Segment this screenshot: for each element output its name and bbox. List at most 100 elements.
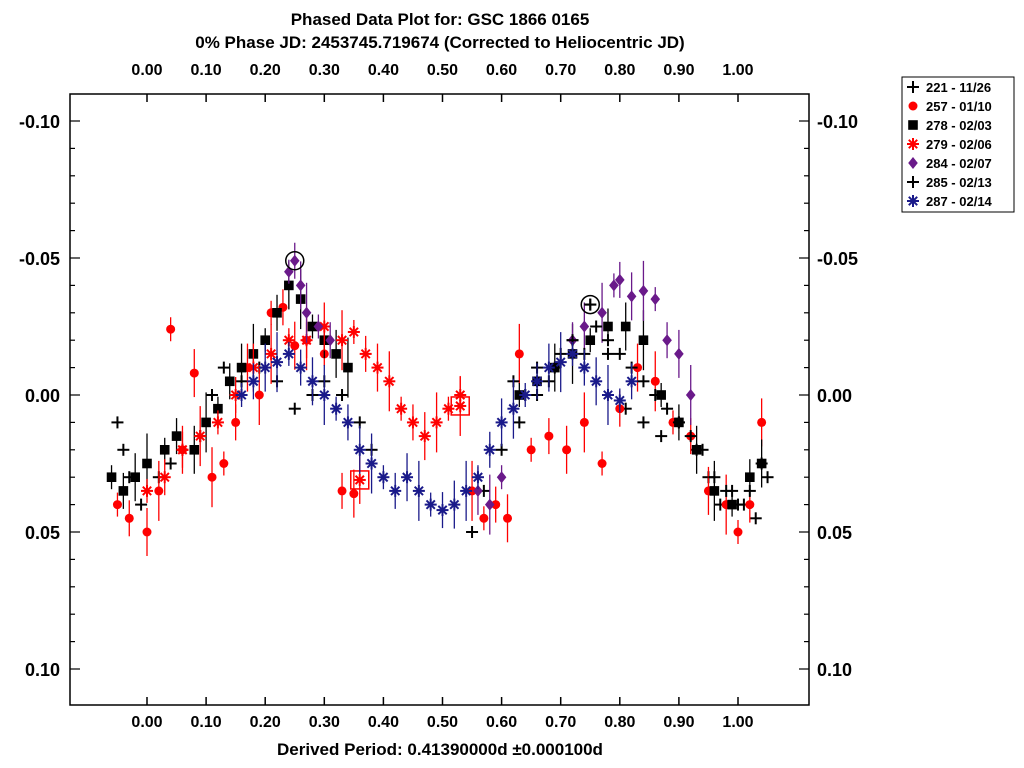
data-point (484, 498, 495, 511)
data-point (272, 308, 282, 318)
data-points (106, 242, 774, 556)
y-tick-label-left: 0.05 (25, 523, 60, 543)
x-tick-label-top: 0.40 (368, 62, 399, 79)
data-point (503, 513, 513, 523)
data-point (709, 486, 720, 496)
series-0 (111, 298, 774, 538)
data-point (337, 486, 347, 496)
data-point (597, 306, 607, 319)
data-point (455, 401, 466, 411)
data-point (142, 485, 152, 496)
y-tick-label-left: 0.00 (25, 386, 60, 406)
data-point (248, 376, 259, 387)
x-tick-label-top: 0.20 (250, 62, 281, 79)
data-point (402, 472, 412, 483)
data-point (213, 403, 223, 414)
data-point (544, 431, 554, 441)
data-point (626, 376, 637, 387)
highlight-circle (285, 250, 305, 271)
data-point (254, 390, 264, 400)
data-point (384, 376, 395, 387)
data-point (337, 335, 347, 346)
data-point (124, 513, 134, 523)
legend-marker (908, 196, 918, 206)
x-axis-label: Derived Period: 0.41390000d ±0.000100d (277, 740, 603, 759)
legend-label: 279 - 02/06 (926, 137, 992, 152)
data-point (650, 376, 660, 386)
series-2 (106, 261, 767, 521)
x-tick-label-top: 0.70 (545, 62, 576, 79)
data-point (425, 499, 436, 510)
data-point (284, 280, 294, 291)
data-point (609, 279, 619, 292)
data-point (142, 458, 152, 469)
x-tick-label-bottom: 0.20 (250, 714, 281, 731)
data-point (260, 362, 271, 373)
legend-label: 285 - 02/13 (926, 175, 992, 190)
legend-label: 284 - 02/07 (926, 156, 992, 171)
data-point (413, 485, 424, 496)
data-point (579, 320, 590, 333)
data-point (614, 395, 625, 406)
y-tick-label-left: -0.05 (19, 249, 60, 269)
data-point (343, 362, 353, 373)
data-point (638, 284, 649, 297)
series-5 (507, 294, 768, 511)
data-point (166, 324, 176, 334)
y-tick-label-right: -0.05 (817, 249, 858, 269)
data-point (620, 321, 631, 332)
data-point (295, 279, 306, 292)
data-point (295, 362, 306, 373)
data-point (284, 265, 294, 278)
x-tick-label-top: 1.00 (722, 62, 753, 79)
data-point (685, 389, 696, 401)
legend-box (901, 76, 1015, 213)
data-point (745, 472, 755, 482)
y-tick-label-right: -0.10 (817, 112, 858, 132)
plot-frame (69, 93, 810, 706)
data-point (354, 444, 365, 455)
data-point (118, 486, 129, 496)
data-point (201, 417, 211, 428)
data-point (325, 334, 336, 347)
data-point (236, 362, 247, 373)
data-point (319, 321, 330, 332)
data-point (343, 417, 353, 428)
data-point (171, 431, 182, 441)
legend-marker (908, 120, 918, 130)
data-point (603, 321, 613, 332)
y-tick-label-left: 0.10 (25, 660, 60, 680)
data-point (272, 357, 282, 368)
legend-marker (908, 139, 918, 149)
data-point (266, 348, 277, 359)
x-tick-label-top: 0.30 (309, 62, 340, 79)
x-tick-label-bottom: 0.40 (368, 714, 399, 731)
series-6 (235, 332, 638, 529)
x-tick-label-top: 0.50 (427, 62, 458, 79)
chart-subtitle: 0% Phase JD: 2453745.719674 (Corrected t… (195, 33, 684, 52)
data-point (159, 445, 170, 455)
highlight-box (450, 396, 470, 416)
data-point (112, 500, 122, 510)
legend-label: 287 - 02/14 (926, 194, 993, 209)
data-point (372, 362, 383, 373)
data-point (154, 486, 164, 496)
data-point (543, 362, 554, 373)
data-point (585, 335, 596, 345)
data-point (532, 376, 542, 387)
x-tick-label-bottom: 0.10 (191, 714, 222, 731)
chart-title: Phased Data Plot for: GSC 1866 0165 (291, 10, 590, 29)
data-point (479, 513, 489, 523)
data-point (213, 417, 223, 428)
x-tick-label-bottom: 0.70 (545, 714, 576, 731)
data-point (473, 484, 483, 497)
data-point (579, 362, 590, 373)
data-point (307, 321, 318, 332)
data-point (626, 290, 637, 303)
data-point (514, 349, 524, 359)
data-point (283, 348, 294, 359)
data-point (378, 472, 389, 483)
data-point (745, 500, 755, 510)
data-point (177, 444, 188, 455)
